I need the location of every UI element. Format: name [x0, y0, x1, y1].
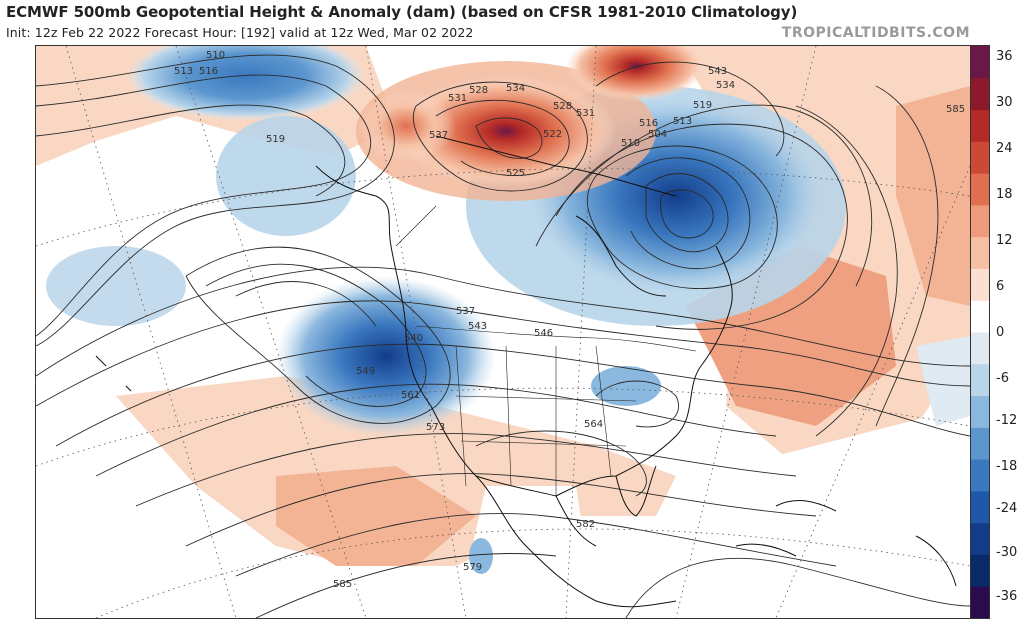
map-subtitle: Init: 12z Feb 22 2022 Forecast Hour: [19…	[6, 25, 474, 40]
contour-labels: 510 513 516 519 528 534 531 528 537 522 …	[174, 50, 965, 590]
contour-label: 579	[463, 562, 482, 573]
contour-label: 564	[584, 419, 603, 430]
contour-label: 510	[621, 138, 640, 149]
colorbar-tick-label: 12	[996, 233, 1013, 248]
contour-label: 582	[576, 519, 595, 530]
contour-label: 519	[693, 100, 712, 111]
height-contours	[36, 54, 970, 618]
contour-label: 534	[506, 83, 525, 94]
anomaly-shading	[36, 46, 970, 618]
colorbar-swatch	[971, 46, 989, 79]
colorbar-swatch	[971, 490, 989, 524]
map-panel: 510 513 516 519 528 534 531 528 537 522 …	[35, 45, 971, 619]
colorbar-tick-label: 36	[996, 49, 1013, 64]
contour-label: 504	[648, 129, 667, 140]
political-borders	[395, 205, 697, 496]
colorbar-tick-label: 30	[996, 95, 1013, 110]
colorbar-swatch	[971, 395, 989, 428]
contour-label: 585	[946, 104, 965, 115]
colorbar-swatch	[971, 300, 989, 333]
anomaly-colorbar	[970, 45, 990, 619]
colorbar-tick-label: 6	[996, 279, 1005, 294]
watermark: TROPICALTIDBITS.COM	[781, 25, 970, 41]
map-title: ECMWF 500mb Geopotential Height & Anomal…	[6, 3, 798, 21]
contour-label: 573	[426, 422, 445, 433]
colorbar-swatch	[971, 459, 989, 492]
colorbar-swatch	[971, 268, 989, 301]
colorbar-swatch	[971, 109, 989, 142]
colorbar-swatch	[971, 522, 989, 555]
contour-label: 537	[456, 306, 475, 317]
contour-label: 510	[206, 50, 225, 61]
colorbar-tick-label: 0	[996, 325, 1005, 340]
contour-label: 522	[543, 129, 562, 140]
contour-label: 528	[553, 101, 572, 112]
contour-label: 543	[708, 66, 727, 77]
contour-label: 540	[404, 333, 423, 344]
contour-label: 513	[174, 66, 193, 77]
contour-label: 549	[356, 366, 375, 377]
contour-label: 561	[401, 390, 420, 401]
colorbar-tick-label: -12	[996, 413, 1018, 428]
contour-label: 585	[333, 579, 352, 590]
contour-label: 519	[266, 134, 285, 145]
colorbar-tick-label: -18	[996, 459, 1018, 474]
contour-label: 513	[673, 116, 692, 127]
contour-label: 525	[506, 168, 525, 179]
colorbar-swatch	[971, 586, 989, 618]
contour-label: 531	[576, 108, 595, 119]
colorbar-swatch	[971, 173, 989, 206]
colorbar-tick-label: -6	[996, 371, 1009, 386]
colorbar-swatch	[971, 363, 989, 397]
colorbar-swatch	[971, 236, 989, 269]
colorbar-tick-label: -24	[996, 501, 1018, 516]
contour-label: 516	[199, 66, 218, 77]
contour-label: 543	[468, 321, 487, 332]
colorbar-swatch	[971, 141, 989, 174]
colorbar-swatch	[971, 77, 989, 111]
colorbar-canvas	[971, 46, 989, 618]
colorbar-tick-label: 24	[996, 141, 1013, 156]
colorbar-tick-label: -36	[996, 589, 1018, 604]
colorbar-swatch	[971, 204, 989, 238]
colorbar-swatch	[971, 332, 989, 365]
colorbar-tick-label: 18	[996, 187, 1013, 202]
contour-label: 528	[469, 85, 488, 96]
graticule	[36, 46, 970, 618]
contour-label: 534	[716, 80, 735, 91]
map-canvas: 510 513 516 519 528 534 531 528 537 522 …	[36, 46, 970, 618]
contour-label: 516	[639, 118, 658, 129]
colorbar-swatch	[971, 427, 989, 460]
contour-label: 531	[448, 93, 467, 104]
colorbar-swatch	[971, 554, 989, 587]
colorbar-tick-label: -30	[996, 545, 1018, 560]
contour-label: 537	[429, 130, 448, 141]
contour-label: 546	[534, 328, 553, 339]
